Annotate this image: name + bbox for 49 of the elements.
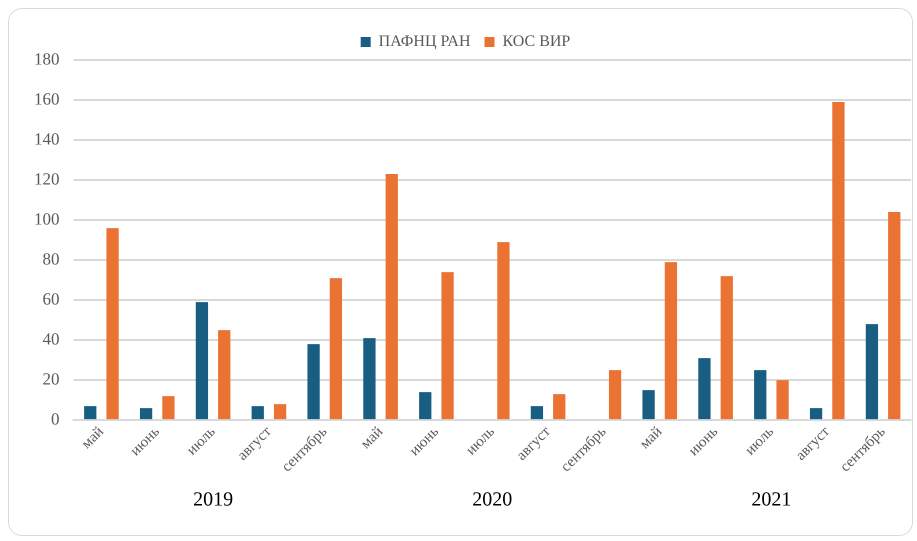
y-tick-label: 100 [34,210,60,229]
bar [106,228,119,420]
bar [162,396,175,420]
x-tick-label: май [637,424,666,452]
y-tick-label: 60 [42,290,60,309]
y-tick-label: 20 [42,370,60,389]
bar [196,302,208,420]
bar [608,370,622,420]
y-tick-label: 160 [34,89,60,108]
bar [307,344,320,420]
bar [497,242,510,420]
bar [218,330,230,420]
text: 2019 [193,488,234,510]
x-tick-label: июль [463,424,498,459]
y-tick-label: 40 [42,330,60,349]
x-tick-label: май [358,424,386,452]
bar [832,102,845,420]
y-tick-label: 0 [51,410,60,429]
bar [888,212,900,420]
legend-label: КОС ВИР [502,33,570,50]
bar [866,324,878,420]
bar [84,406,96,420]
y-tick-label: 80 [42,250,60,269]
y-tick-label: 140 [34,130,60,148]
bar [419,392,432,420]
bar [274,404,286,420]
bar [698,358,711,420]
bar [776,380,789,420]
x-tick-label: май [78,424,108,452]
y-tick-label: 120 [34,170,60,189]
bar [553,394,566,420]
bar [530,406,544,420]
x-tick-label: июль [742,424,778,459]
bar [386,174,398,420]
bar [754,370,766,420]
text: 2021 [751,488,792,510]
bar [642,390,655,420]
bar [330,278,342,420]
y-tick-label: 180 [34,49,60,68]
bar [252,406,264,420]
legend-label: ПАФНЦ РАН [378,33,471,50]
text: 2020 [472,488,512,510]
bar [664,262,678,420]
bar [810,408,822,420]
bar [363,338,376,420]
bar [720,276,733,420]
bar [140,408,152,420]
x-tick-label: июль [184,424,219,459]
bar [441,272,454,420]
